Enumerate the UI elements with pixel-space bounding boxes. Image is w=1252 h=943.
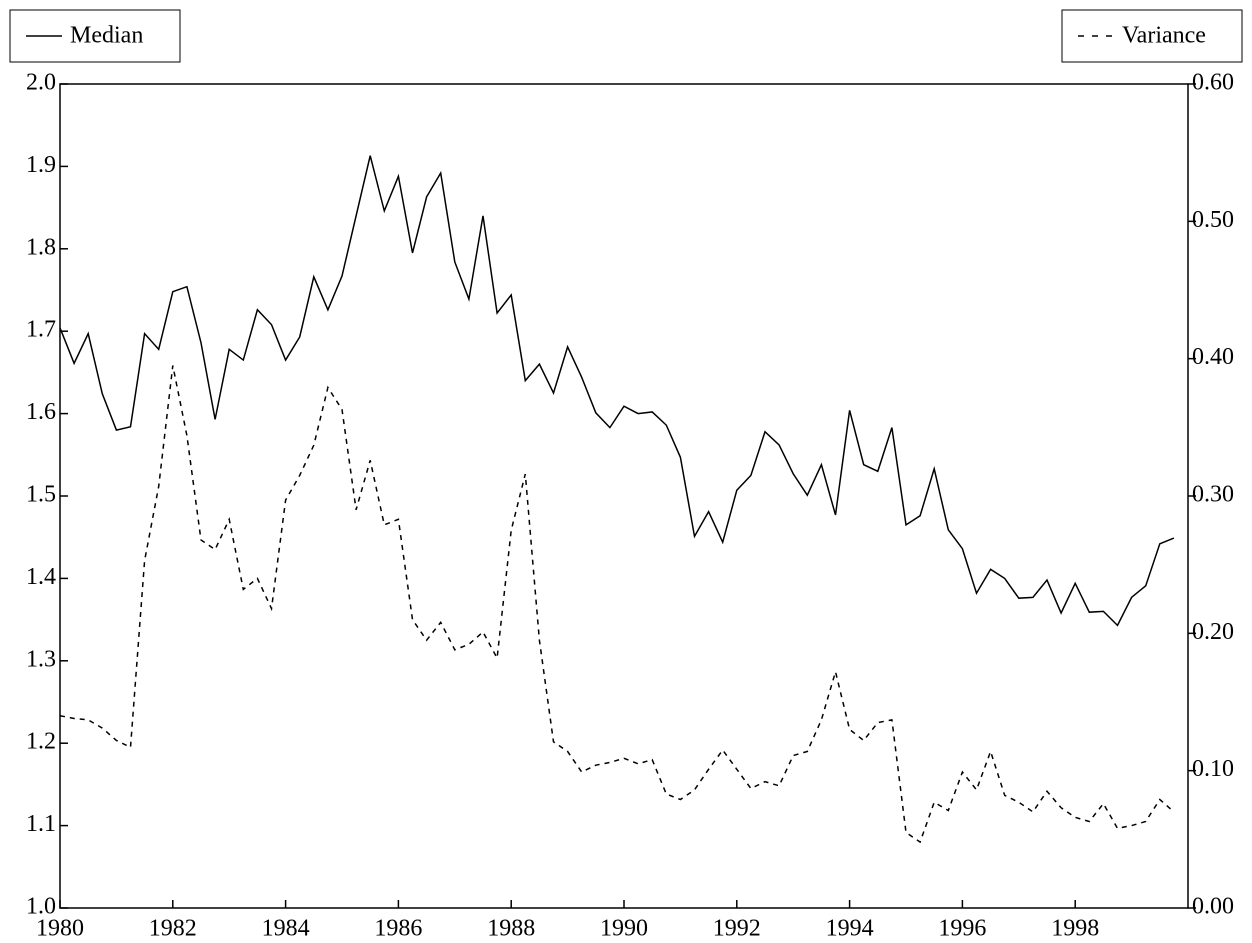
x-tick-label: 1998: [1051, 916, 1099, 942]
y2-tick-label: 0.20: [1192, 619, 1234, 645]
y-tick-label: 2.0: [26, 70, 56, 96]
y-tick-label: 1.0: [26, 894, 56, 920]
x-tick-label: 1986: [374, 916, 422, 942]
x-tick-label: 1982: [149, 916, 197, 942]
x-tick-label: 1980: [36, 916, 84, 942]
y-tick-label: 1.9: [26, 152, 56, 178]
series-line: [59, 155, 1175, 627]
legend-label: Variance: [1122, 23, 1206, 49]
y2-tick-label: 0.60: [1192, 70, 1234, 96]
y2-tick-label: 0.50: [1192, 207, 1234, 233]
series-line: [59, 365, 1175, 844]
y2-tick-label: 0.40: [1192, 344, 1234, 370]
x-tick-label: 1994: [826, 916, 874, 942]
y2-tick-label: 0.00: [1192, 894, 1234, 920]
y2-tick-label: 0.10: [1192, 756, 1234, 782]
y-tick-label: 1.4: [26, 564, 56, 590]
legend-label: Median: [70, 23, 143, 49]
y-tick-label: 1.7: [26, 317, 56, 343]
y-tick-label: 1.5: [26, 482, 56, 508]
y-tick-label: 1.8: [26, 234, 56, 260]
y2-tick-label: 0.30: [1192, 482, 1234, 508]
y-tick-label: 1.3: [26, 646, 56, 672]
x-tick-label: 1992: [713, 916, 761, 942]
y-tick-label: 1.1: [26, 811, 56, 837]
x-tick-label: 1996: [938, 916, 986, 942]
x-tick-label: 1990: [600, 916, 648, 942]
x-tick-label: 1988: [487, 916, 535, 942]
y-tick-label: 1.6: [26, 399, 56, 425]
x-tick-label: 1984: [262, 916, 310, 942]
y-tick-label: 1.2: [26, 729, 56, 755]
plot-frame: [59, 83, 1189, 909]
